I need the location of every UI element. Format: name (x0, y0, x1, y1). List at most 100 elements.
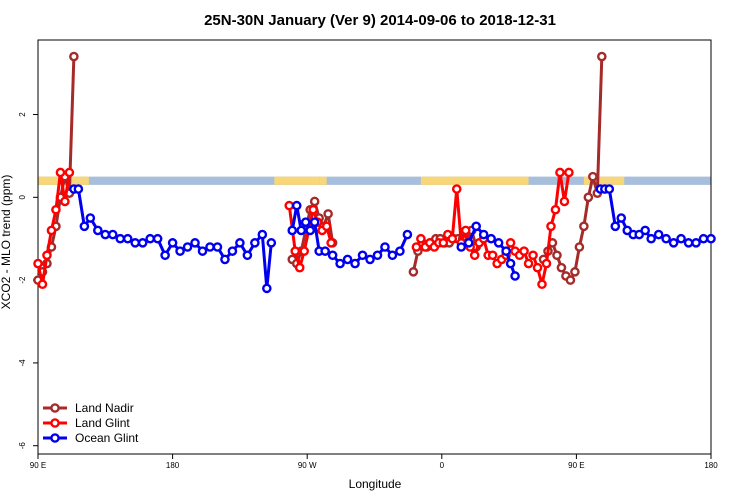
data-point (528, 250, 538, 261)
data-point (326, 238, 336, 248)
data-point (291, 200, 302, 211)
data-point (640, 225, 650, 236)
x-tick-label: 0 (440, 461, 445, 470)
data-point (555, 167, 565, 178)
data-point (683, 238, 694, 248)
legend-label: Land Nadir (75, 401, 134, 415)
x-tick-label: 90 W (298, 461, 317, 470)
data-point (698, 233, 709, 244)
data-point (227, 246, 238, 256)
data-point (408, 267, 419, 277)
y-tick-label: 2 (18, 112, 27, 117)
data-point (350, 258, 360, 269)
data-point (107, 229, 118, 240)
data-point (478, 229, 489, 240)
data-point (447, 233, 458, 244)
data-point (309, 217, 320, 227)
data-point (160, 250, 170, 261)
data-point (646, 233, 656, 244)
data-point (100, 229, 111, 240)
data-point (262, 283, 272, 294)
legend-marker (50, 403, 60, 413)
legend-marker (50, 433, 60, 443)
data-point (323, 209, 333, 219)
data-point (145, 233, 155, 244)
x-tick-label: 180 (166, 461, 180, 470)
series-line (36, 170, 71, 286)
data-point (93, 225, 103, 236)
data-point (357, 250, 368, 261)
x-axis-label: Longitude (349, 477, 402, 491)
y-axis-label: XCO2 - MLO trend (ppm) (0, 175, 13, 310)
data-point (296, 225, 307, 236)
data-point (266, 238, 277, 248)
data-point (250, 238, 260, 248)
data-point (469, 250, 480, 261)
data-point (320, 246, 330, 256)
data-point (79, 221, 90, 232)
data-point (205, 242, 215, 252)
data-point (706, 233, 716, 244)
x-tick-label: 180 (704, 461, 718, 470)
data-point (574, 242, 585, 252)
data-point (486, 233, 496, 244)
data-point (550, 204, 561, 215)
y-tick-label: -6 (18, 442, 27, 450)
data-point (305, 225, 315, 236)
land-strip-segment (274, 176, 320, 185)
data-point (220, 254, 230, 265)
data-point (505, 258, 516, 269)
data-point (33, 258, 43, 269)
data-point (287, 225, 298, 236)
data-point (411, 242, 422, 252)
land-strip-segment (420, 176, 529, 185)
data-point (60, 196, 70, 207)
plot-area: 90 E 180 90 W 0 90 E 180 2 0 -2 -4 -6 Land NadirLan… (18, 39, 718, 470)
data-point (668, 238, 679, 248)
data-point (463, 238, 474, 248)
legend-label: Ocean Glint (75, 431, 139, 445)
data-point (387, 250, 398, 261)
ocean-strip (38, 176, 711, 185)
data-point (653, 229, 664, 240)
data-point (299, 246, 310, 256)
data-point (342, 254, 353, 265)
y-tick-label: -2 (18, 276, 27, 284)
data-point (51, 204, 61, 215)
data-point (661, 233, 671, 244)
data-point (190, 238, 200, 248)
series-ocean-glint (69, 184, 716, 294)
data-point (37, 279, 48, 290)
data-point (130, 238, 141, 248)
y-tick-label: 0 (18, 195, 27, 200)
data-point (182, 242, 193, 252)
legend-marker (50, 418, 60, 428)
data-point (546, 221, 556, 232)
chart-title: 25N-30N January (Ver 9) 2014-09-06 to 20… (204, 12, 556, 29)
data-point (42, 250, 52, 261)
data-point (69, 51, 79, 62)
y-tick-label: -4 (18, 359, 27, 367)
land-strip-segment (583, 176, 625, 185)
data-point (559, 196, 570, 207)
data-point (300, 217, 311, 227)
data-point (564, 167, 574, 178)
data-point (85, 213, 96, 223)
data-point (691, 238, 701, 248)
data-point (523, 258, 534, 269)
data-point (588, 171, 598, 182)
data-point (197, 246, 208, 256)
data-point (510, 271, 520, 281)
data-point (152, 233, 163, 244)
data-point (537, 279, 547, 290)
data-point (372, 250, 383, 261)
legend-label: Land Glint (75, 416, 130, 430)
data-point (167, 238, 178, 248)
data-point (552, 250, 562, 261)
data-point (438, 238, 449, 248)
data-point (321, 221, 332, 232)
data-point (327, 250, 338, 261)
data-point (290, 246, 301, 256)
data-point (471, 221, 481, 232)
